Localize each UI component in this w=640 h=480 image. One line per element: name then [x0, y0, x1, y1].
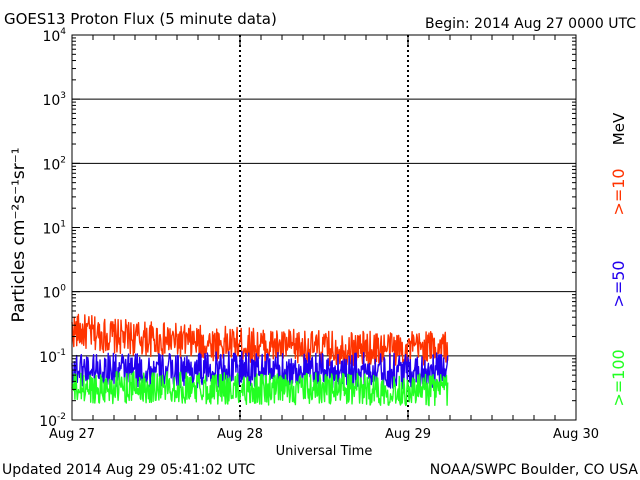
x-tick-label: Aug 30: [553, 427, 599, 442]
legend-entry-ge100: >=100: [609, 349, 628, 406]
y-tick-base: 10: [39, 350, 57, 366]
y-tick-base: 10: [42, 29, 60, 45]
y-tick-label: 101: [42, 220, 66, 238]
y-tick-exponent: 1: [60, 220, 66, 230]
y-tick-exponent: 0: [60, 284, 66, 294]
y-tick-base: 10: [42, 93, 60, 109]
x-tick-label: Aug 27: [49, 427, 95, 442]
x-tick-label: Aug 29: [385, 427, 431, 442]
y-tick-label: 10-2: [39, 412, 66, 430]
y-tick-exponent: 2: [60, 155, 66, 165]
y-tick-base: 10: [42, 286, 60, 302]
series-layer: [71, 313, 449, 407]
legend-unit: MeV: [610, 112, 628, 145]
grid-layer: [72, 35, 576, 420]
series-line-ge10: [71, 313, 449, 367]
chart-title: GOES13 Proton Flux (5 minute data): [4, 10, 277, 28]
y-tick-exponent: 3: [60, 91, 66, 101]
y-tick-exponent: -2: [57, 412, 66, 422]
y-tick-exponent: 4: [60, 27, 66, 37]
y-tick-label: 102: [42, 155, 66, 173]
y-tick-label: 100: [42, 284, 66, 302]
y-tick-base: 10: [42, 157, 60, 173]
y-tick-label: 10-1: [39, 348, 66, 366]
legend-entry-ge50: >=50: [609, 260, 628, 307]
legend-entry-ge10: >=10: [609, 168, 628, 215]
series-line-ge100: [71, 371, 449, 407]
plot-frame: [71, 34, 577, 421]
x-tick-label: Aug 28: [217, 427, 263, 442]
credit-label: NOAA/SWPC Boulder, CO USA: [430, 462, 639, 478]
x-axis-label: Universal Time: [276, 444, 373, 459]
begin-label: Begin: 2014 Aug 27 0000 UTC: [425, 16, 636, 32]
y-tick-base: 10: [39, 414, 57, 430]
y-tick-label: 104: [42, 27, 66, 45]
updated-label: Updated 2014 Aug 29 05:41:02 UTC: [2, 462, 255, 478]
y-tick-label: 103: [42, 91, 66, 109]
series-line-ge50: [71, 350, 449, 390]
y-tick-base: 10: [42, 222, 60, 238]
y-axis-label: Particles cm⁻²s⁻¹sr⁻¹: [9, 147, 29, 322]
y-tick-exponent: -1: [57, 348, 66, 358]
